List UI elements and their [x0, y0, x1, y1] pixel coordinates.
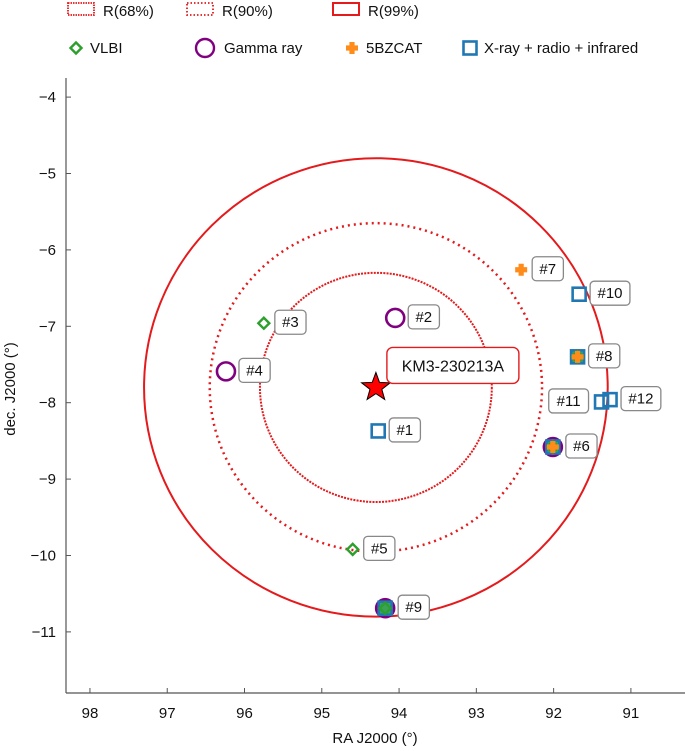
- vlbi-diamond-marker: [256, 316, 272, 331]
- legend-circle-icon: [194, 37, 216, 59]
- legend-item-square: X-ray + radio + infrared: [462, 40, 638, 57]
- source-point: #9: [374, 594, 431, 620]
- vlbi-diamond-marker: [345, 542, 360, 557]
- legend-item-cross: 5BZCAT: [346, 40, 422, 57]
- event-star-icon: [360, 370, 392, 401]
- legend-swatch-region: [186, 2, 214, 16]
- source-label: #5: [371, 540, 388, 557]
- x-tick-label: 91: [623, 705, 640, 722]
- gamma-ray-circle-marker: [542, 436, 564, 458]
- source-label-box: [238, 357, 271, 384]
- legend-label: R(68%): [103, 3, 154, 20]
- source-label-box: [548, 388, 590, 414]
- legend-swatch-region: [67, 2, 95, 16]
- event-label-box: [386, 346, 520, 385]
- source-label-box: [274, 309, 307, 335]
- legend-label: 5BZCAT: [366, 40, 422, 57]
- 5bzcat-cross-marker: [571, 350, 584, 363]
- source-point: #5: [345, 535, 396, 562]
- source-point: #6: [542, 433, 598, 459]
- legend-label: R(90%): [222, 3, 273, 20]
- gamma-ray-circle-marker: [215, 361, 237, 382]
- source-point: #12: [602, 385, 662, 412]
- legend-item-diamond: VLBI: [68, 40, 123, 57]
- gamma-ray-circle-marker: [374, 597, 396, 619]
- plot-area: #1 #2 #3 #4 #5 #6 #7 #8 #9 #10 #11 #12 KM3-230213A: [143, 157, 662, 620]
- source-label: #7: [539, 261, 556, 278]
- source-label: #4: [246, 362, 263, 379]
- legend-label: X-ray + radio + infrared: [484, 40, 638, 57]
- source-label: #6: [573, 438, 590, 455]
- x-tick-label: 95: [313, 705, 330, 722]
- gamma-ray-circle-marker: [384, 307, 406, 329]
- vlbi-diamond-marker: [377, 601, 393, 616]
- source-label: #9: [405, 599, 422, 616]
- y-tick-label: −10: [31, 547, 56, 564]
- legend-swatch-region: [332, 2, 360, 16]
- source-point: #8: [569, 343, 621, 369]
- 5bzcat-cross-marker: [346, 42, 358, 55]
- source-label-box: [587, 343, 621, 369]
- source-point: #1: [370, 417, 422, 443]
- source-label: #3: [282, 314, 299, 331]
- source-point: #3: [256, 309, 307, 335]
- source-label-box: [407, 304, 441, 330]
- source-label: #12: [628, 391, 653, 408]
- xray-square-marker: [462, 40, 478, 56]
- legend-label: R(99%): [368, 3, 419, 20]
- vlbi-diamond-marker: [68, 40, 84, 56]
- xray-square-marker: [370, 423, 387, 439]
- source-point: #7: [515, 256, 565, 282]
- y-ticks: −4 −5 −6 −7 −8 −9 −10 −11: [31, 89, 71, 641]
- y-tick-label: −5: [39, 165, 56, 182]
- xray-square-marker: [571, 286, 587, 303]
- xray-square-marker: [593, 394, 610, 410]
- legend-label: VLBI: [90, 40, 123, 57]
- y-tick-label: −7: [39, 318, 56, 335]
- axes: 98 97 96 95 94 93 92 91 −4 −5 −6 −7 −8 −9 −10 −11 RA J…: [2, 78, 685, 747]
- source-point: #4: [215, 357, 271, 384]
- y-tick-label: −11: [32, 624, 56, 641]
- source-point: #11: [548, 388, 610, 414]
- y-tick-label: −8: [39, 395, 56, 412]
- legend-item-circle: Gamma ray: [194, 37, 303, 59]
- x-ticks: 98 97 96 95 94 93 92 91: [82, 688, 640, 722]
- x-tick-label: 93: [468, 705, 485, 722]
- source-label-box: [363, 535, 396, 562]
- x-axis-label: RA J2000 (°): [332, 730, 417, 747]
- legend: R(68%) R(90%) R(99%) VLBI Gamma ray 5BZCAT X-r…: [67, 2, 638, 59]
- source-label-box: [531, 256, 565, 282]
- x-tick-label: 97: [159, 705, 176, 722]
- region-99-circle: [143, 157, 609, 618]
- source-label-box: [397, 594, 431, 620]
- region-68-circle: [258, 271, 493, 504]
- source-label: #8: [596, 348, 613, 365]
- y-tick-label: −6: [39, 242, 56, 259]
- sources: #1 #2 #3 #4 #5 #6 #7 #8 #9 #10 #11 #12: [215, 256, 662, 620]
- event-label: KM3-230213A: [402, 358, 505, 375]
- source-label: #11: [557, 393, 581, 410]
- x-tick-label: 98: [82, 705, 99, 722]
- x-tick-label: 94: [391, 705, 408, 722]
- source-label-box: [620, 385, 662, 412]
- source-label: #1: [396, 422, 413, 439]
- source-label: #10: [598, 285, 623, 302]
- x-tick-label: 96: [236, 705, 253, 722]
- source-label-box: [388, 417, 422, 443]
- source-point: #2: [384, 304, 441, 330]
- 5bzcat-cross-marker: [546, 441, 559, 453]
- xray-square-marker: [602, 391, 618, 408]
- x-tick-label: 92: [545, 705, 562, 722]
- legend-label: Gamma ray: [224, 40, 303, 57]
- source-label: #2: [415, 309, 432, 326]
- event-marker-group: KM3-230213A: [360, 346, 520, 401]
- y-tick-label: −9: [39, 471, 56, 488]
- source-label-box: [589, 280, 631, 306]
- y-axis-label: dec. J2000 (°): [2, 342, 19, 436]
- 5bzcat-cross-marker: [515, 263, 528, 276]
- source-point: #10: [571, 280, 631, 306]
- y-tick-label: −4: [39, 89, 56, 106]
- source-label-box: [565, 433, 598, 459]
